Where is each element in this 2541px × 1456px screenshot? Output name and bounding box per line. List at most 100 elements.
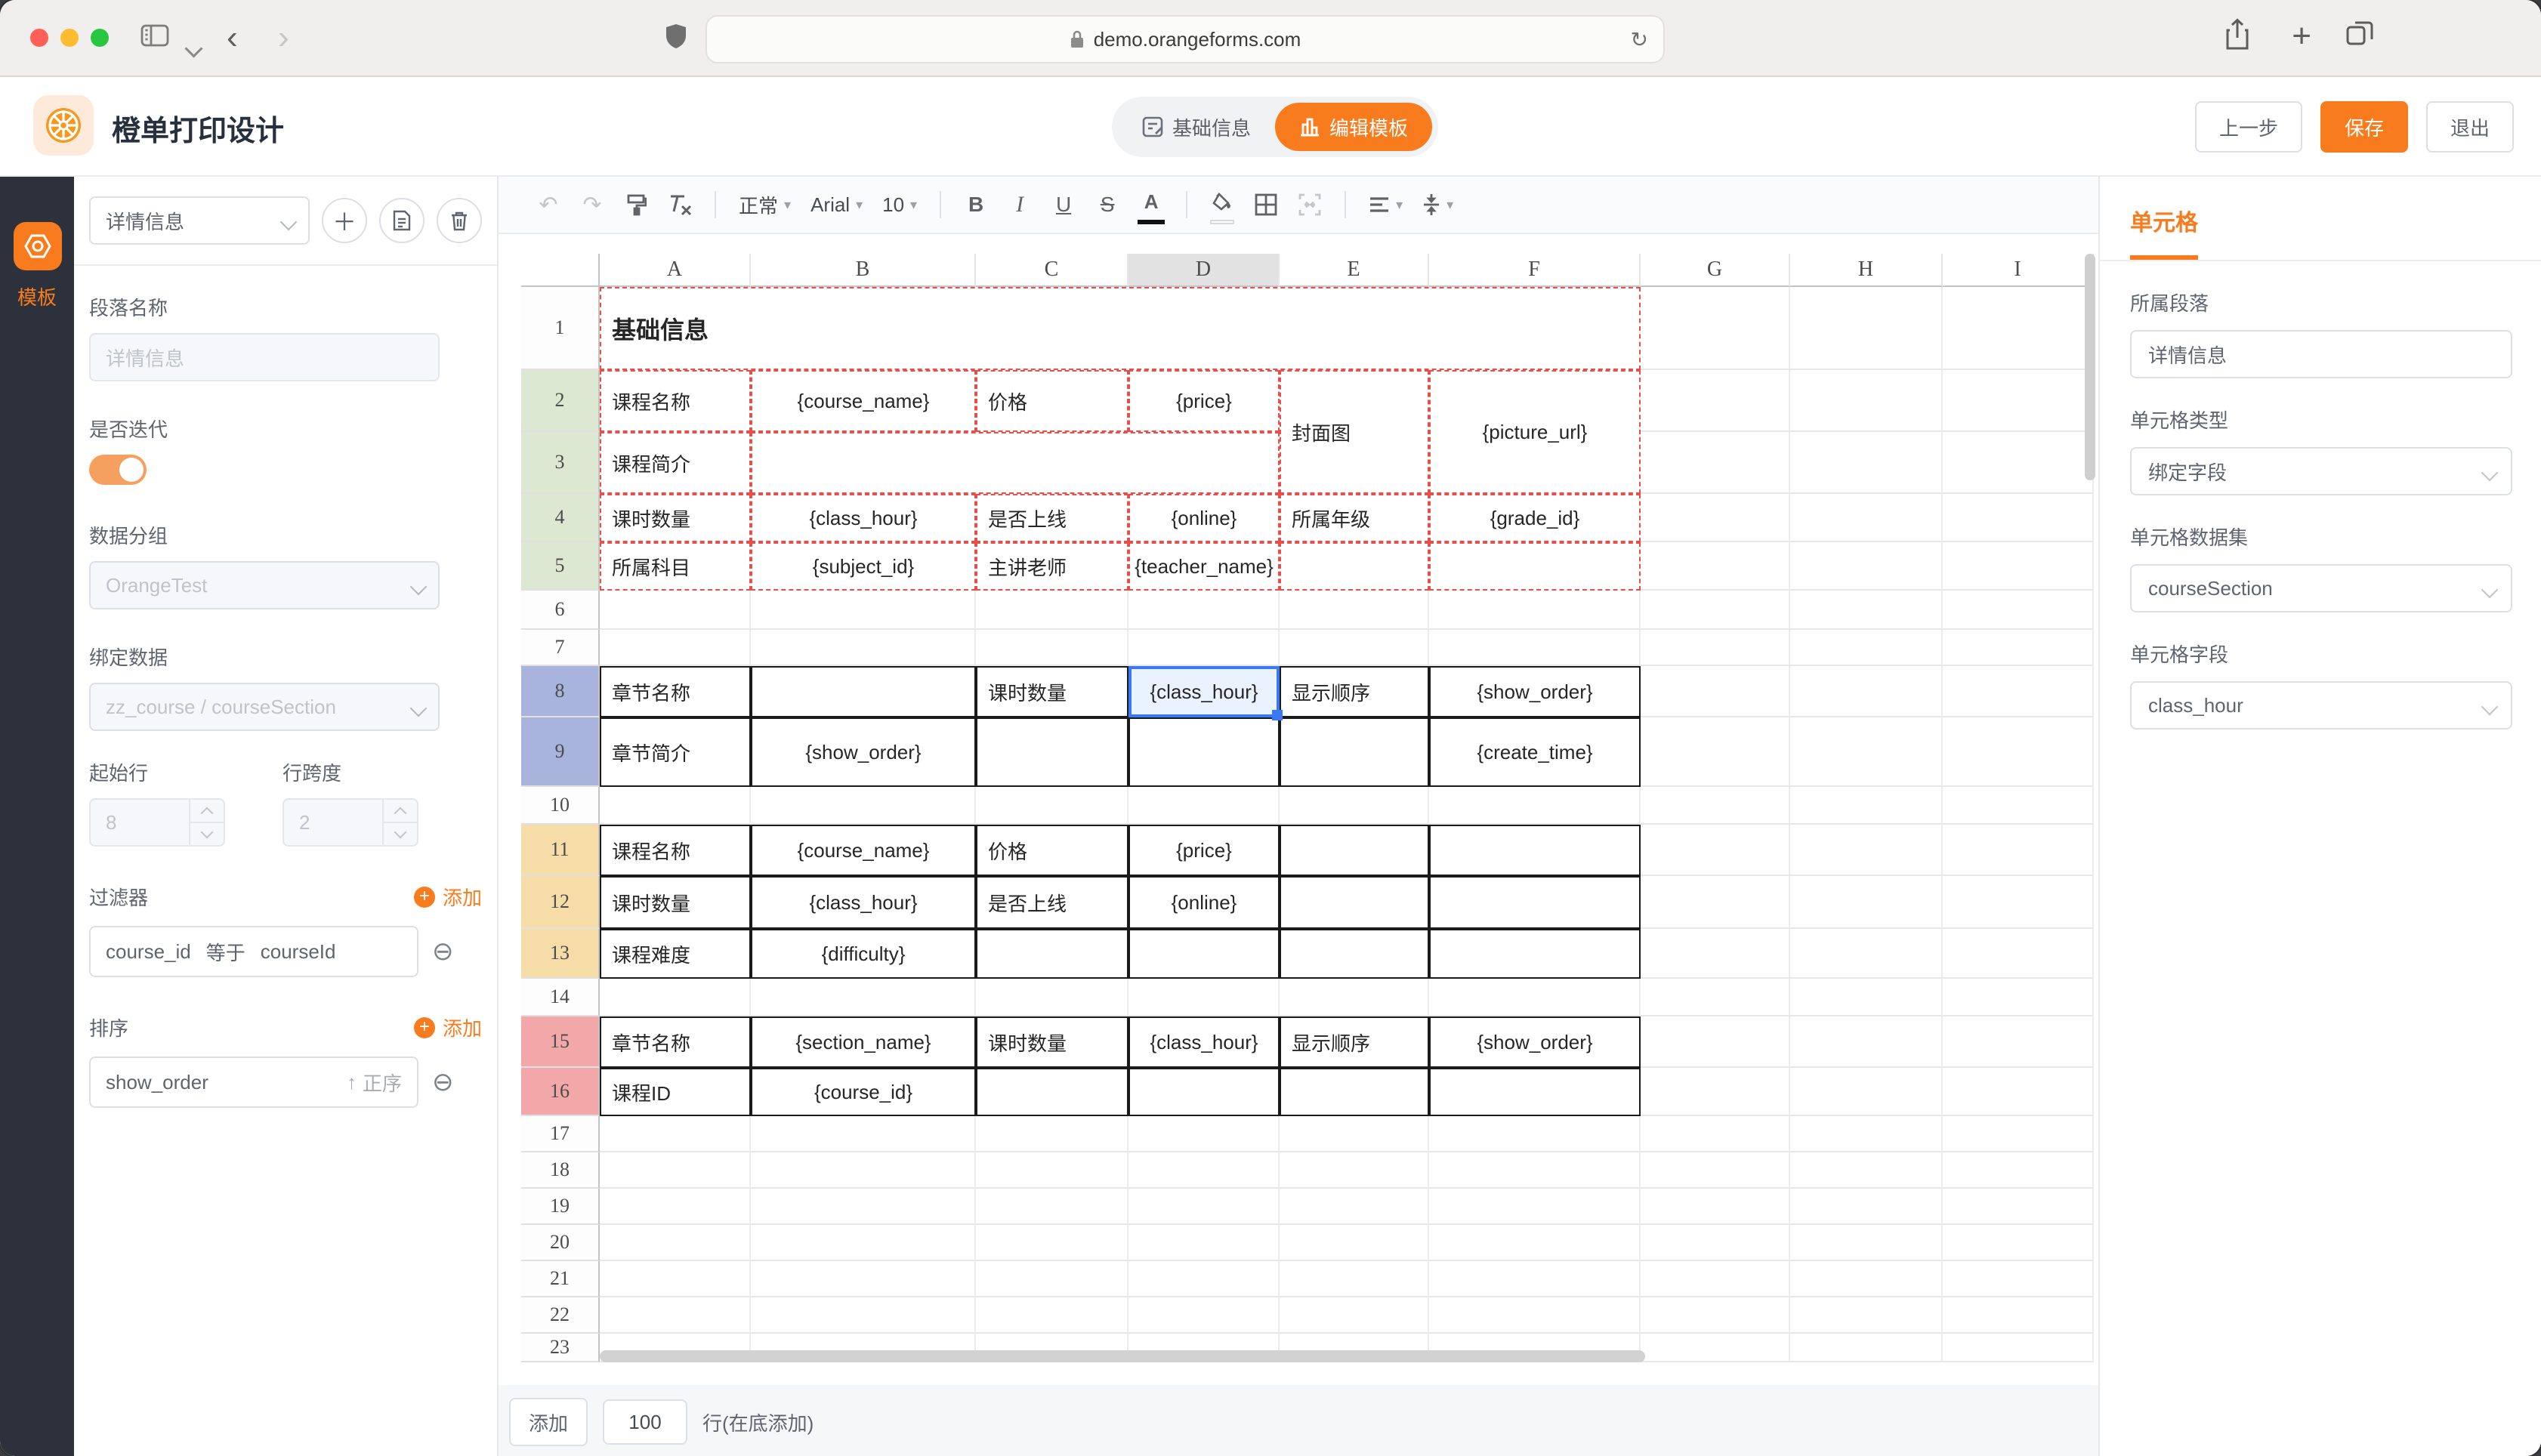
spreadsheet-cell[interactable]: {class_hour} [1128, 1016, 1280, 1068]
row-header[interactable]: 21 [521, 1261, 600, 1297]
spreadsheet-cell[interactable]: 价格 [976, 370, 1128, 432]
grid-cell[interactable] [1790, 542, 1943, 591]
spreadsheet-cell[interactable]: 课时数量 [600, 876, 751, 929]
grid-cell[interactable] [1641, 630, 1790, 666]
spreadsheet-cell[interactable]: {price} [1128, 825, 1280, 876]
grid-cell[interactable] [1641, 1225, 1790, 1261]
grid-cell[interactable] [1429, 1189, 1641, 1225]
spreadsheet-cell[interactable]: {show_order} [1429, 1016, 1641, 1068]
grid-cell[interactable] [1943, 1068, 2094, 1116]
row-header[interactable]: 17 [521, 1116, 600, 1152]
grid-cell[interactable] [1280, 787, 1429, 825]
grid-cell[interactable] [1641, 979, 1790, 1016]
grid-cell[interactable] [751, 1261, 976, 1297]
add-sort-button[interactable]: + 添加 [413, 1013, 482, 1041]
table-cell[interactable] [1128, 929, 1280, 979]
grid-cell[interactable] [1128, 1116, 1280, 1152]
spreadsheet-cell[interactable]: {online} [1128, 876, 1280, 929]
grid-cell[interactable] [1128, 1225, 1280, 1261]
grid-cell[interactable] [1641, 825, 1790, 876]
table-cell[interactable] [1429, 825, 1641, 876]
vertical-scrollbar[interactable] [2085, 254, 2095, 480]
grid-cell[interactable] [1790, 287, 1943, 370]
grid-cell[interactable] [1641, 1068, 1790, 1116]
grid-cell[interactable] [1943, 979, 2094, 1016]
template-nav-button[interactable] [14, 222, 62, 270]
spreadsheet-cell[interactable]: {course_name} [751, 370, 976, 432]
bold-button[interactable]: B [968, 193, 984, 216]
grid-cell[interactable] [1790, 876, 1943, 929]
underline-button[interactable]: U [1055, 193, 1072, 216]
grid-cell[interactable] [1641, 666, 1790, 717]
grid-cell[interactable] [1943, 1189, 2094, 1225]
add-paragraph-button[interactable]: ＋ [322, 198, 367, 243]
row-header[interactable]: 8 [521, 666, 600, 717]
grid-cell[interactable] [1790, 1016, 1943, 1068]
horizontal-align-dropdown[interactable]: ▾ [1369, 196, 1403, 214]
cell-paragraph-input[interactable]: 详情信息 [2130, 330, 2512, 378]
grid-cell[interactable] [1641, 1152, 1790, 1189]
grid-cell[interactable] [1280, 630, 1429, 666]
grid-cell[interactable] [1943, 432, 2094, 494]
grid-cell[interactable] [1280, 1225, 1429, 1261]
row-header[interactable]: 1 [521, 287, 600, 370]
filter-item[interactable]: course_id 等于 courseId [89, 926, 418, 977]
new-tab-button[interactable]: + [2292, 17, 2311, 54]
grid-cell[interactable] [1943, 287, 2094, 370]
grid-cell[interactable] [751, 630, 976, 666]
grid-cell[interactable] [1429, 1225, 1641, 1261]
grid-cell[interactable] [976, 1189, 1128, 1225]
undo-button[interactable]: ↶ [539, 192, 558, 217]
table-cell[interactable] [976, 717, 1128, 787]
grid-cell[interactable] [1429, 630, 1641, 666]
row-header[interactable]: 7 [521, 630, 600, 666]
exit-button[interactable]: 退出 [2425, 101, 2514, 153]
address-bar[interactable]: demo.orangeforms.com ↻ [705, 15, 1665, 63]
grid-cell[interactable] [1943, 787, 2094, 825]
grid-cell[interactable] [1280, 1116, 1429, 1152]
grid-cell[interactable] [1641, 929, 1790, 979]
grid-cell[interactable] [1943, 825, 2094, 876]
cell-field-select[interactable]: class_hour [2130, 681, 2512, 730]
tab-edit-template[interactable]: 编辑模板 [1275, 103, 1433, 151]
start-row-input[interactable]: 8 [89, 798, 225, 847]
grid-cell[interactable] [1641, 1116, 1790, 1152]
grid-cell[interactable] [976, 979, 1128, 1016]
spreadsheet-cell[interactable] [751, 432, 1280, 494]
zoom-window-button[interactable] [91, 29, 109, 47]
grid-cell[interactable] [1790, 1189, 1943, 1225]
horizontal-scrollbar[interactable] [600, 1350, 1645, 1362]
spreadsheet-cell[interactable]: 章节名称 [600, 666, 751, 717]
shield-icon[interactable] [665, 23, 687, 50]
column-header[interactable]: E [1280, 254, 1429, 287]
vertical-align-dropdown[interactable]: ▾ [1422, 193, 1453, 216]
table-cell[interactable] [1280, 929, 1429, 979]
grid-cell[interactable] [1429, 1261, 1641, 1297]
fill-color-button[interactable] [1210, 185, 1235, 224]
grid-cell[interactable] [1790, 979, 1943, 1016]
grid-cell[interactable] [1280, 1261, 1429, 1297]
sort-item[interactable]: show_order ↑ 正序 [89, 1057, 418, 1108]
grid-cell[interactable] [1790, 370, 1943, 432]
grid-cell[interactable] [1790, 1261, 1943, 1297]
table-cell[interactable] [1128, 1068, 1280, 1116]
spreadsheet-cell[interactable]: {course_id} [751, 1068, 976, 1116]
column-header[interactable]: H [1790, 254, 1943, 287]
grid-cell[interactable] [1943, 1152, 2094, 1189]
grid-cell[interactable] [1790, 1152, 1943, 1189]
grid-cell[interactable] [751, 1152, 976, 1189]
grid-cell[interactable] [1790, 929, 1943, 979]
spreadsheet-cell[interactable]: {price} [1128, 370, 1280, 432]
remove-sort-button[interactable]: ⊖ [432, 1068, 454, 1097]
spreadsheet-cell[interactable]: 基础信息 [600, 287, 1641, 370]
grid-cell[interactable] [751, 1189, 976, 1225]
row-header[interactable]: 11 [521, 825, 600, 876]
spreadsheet-cell[interactable]: 显示顺序 [1280, 666, 1429, 717]
font-family-dropdown[interactable]: Arial ▾ [810, 193, 863, 217]
reload-icon[interactable]: ↻ [1630, 27, 1648, 51]
spreadsheet-cell[interactable]: {picture_url} [1429, 370, 1641, 494]
grid-cell[interactable] [1943, 666, 2094, 717]
merge-cells-button[interactable] [1298, 188, 1322, 221]
add-filter-button[interactable]: + 添加 [413, 883, 482, 911]
grid-cell[interactable] [1641, 287, 1790, 370]
